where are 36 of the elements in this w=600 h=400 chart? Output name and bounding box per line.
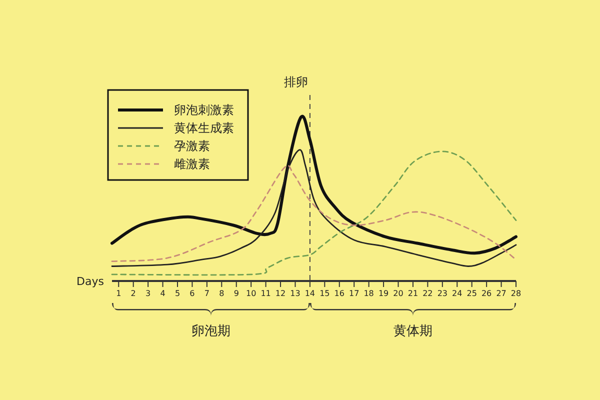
x-tick-label: 5 <box>174 289 180 298</box>
legend-label: 卵泡刺激素 <box>174 103 234 117</box>
legend-label: 雌激素 <box>174 157 210 171</box>
x-tick-label: 8 <box>219 289 224 298</box>
x-tick-label: 27 <box>496 289 506 298</box>
x-tick-label: 2 <box>130 289 136 298</box>
x-tick-label: 1 <box>116 289 122 298</box>
x-tick-label: 10 <box>246 289 256 298</box>
x-axis-title: Days <box>76 275 104 288</box>
x-tick-label: 14 <box>304 289 316 298</box>
x-tick-label: 18 <box>364 289 374 298</box>
x-tick-label: 16 <box>334 289 344 298</box>
x-tick-label: 26 <box>481 289 492 298</box>
ref-line-label: 排卵 <box>284 75 308 89</box>
x-tick-label: 11 <box>260 289 271 298</box>
x-tick-label: 17 <box>349 289 360 298</box>
x-tick-label: 7 <box>204 289 210 298</box>
x-tick-label: 12 <box>275 289 286 298</box>
x-tick-label: 3 <box>146 289 151 298</box>
legend-label: 黄体生成素 <box>174 121 234 135</box>
x-tick-label: 9 <box>234 289 239 298</box>
x-tick-label: 21 <box>408 289 418 298</box>
x-tick-label: 20 <box>393 289 404 298</box>
x-tick-label: 4 <box>160 289 166 298</box>
x-tick-label: 13 <box>290 289 300 298</box>
x-tick-label: 15 <box>320 289 330 298</box>
x-tick-label: 6 <box>190 289 195 298</box>
x-tick-label: 24 <box>452 289 462 298</box>
legend-label: 孕激素 <box>174 139 210 153</box>
x-tick-label: 19 <box>378 289 389 298</box>
text: 黄体期 <box>393 324 432 339</box>
x-tick-label: 28 <box>510 289 522 298</box>
x-tick-label: 25 <box>466 289 477 298</box>
text: 卵泡期 <box>191 324 230 339</box>
x-tick-label: 23 <box>437 289 448 298</box>
x-tick-label: 22 <box>422 289 433 298</box>
